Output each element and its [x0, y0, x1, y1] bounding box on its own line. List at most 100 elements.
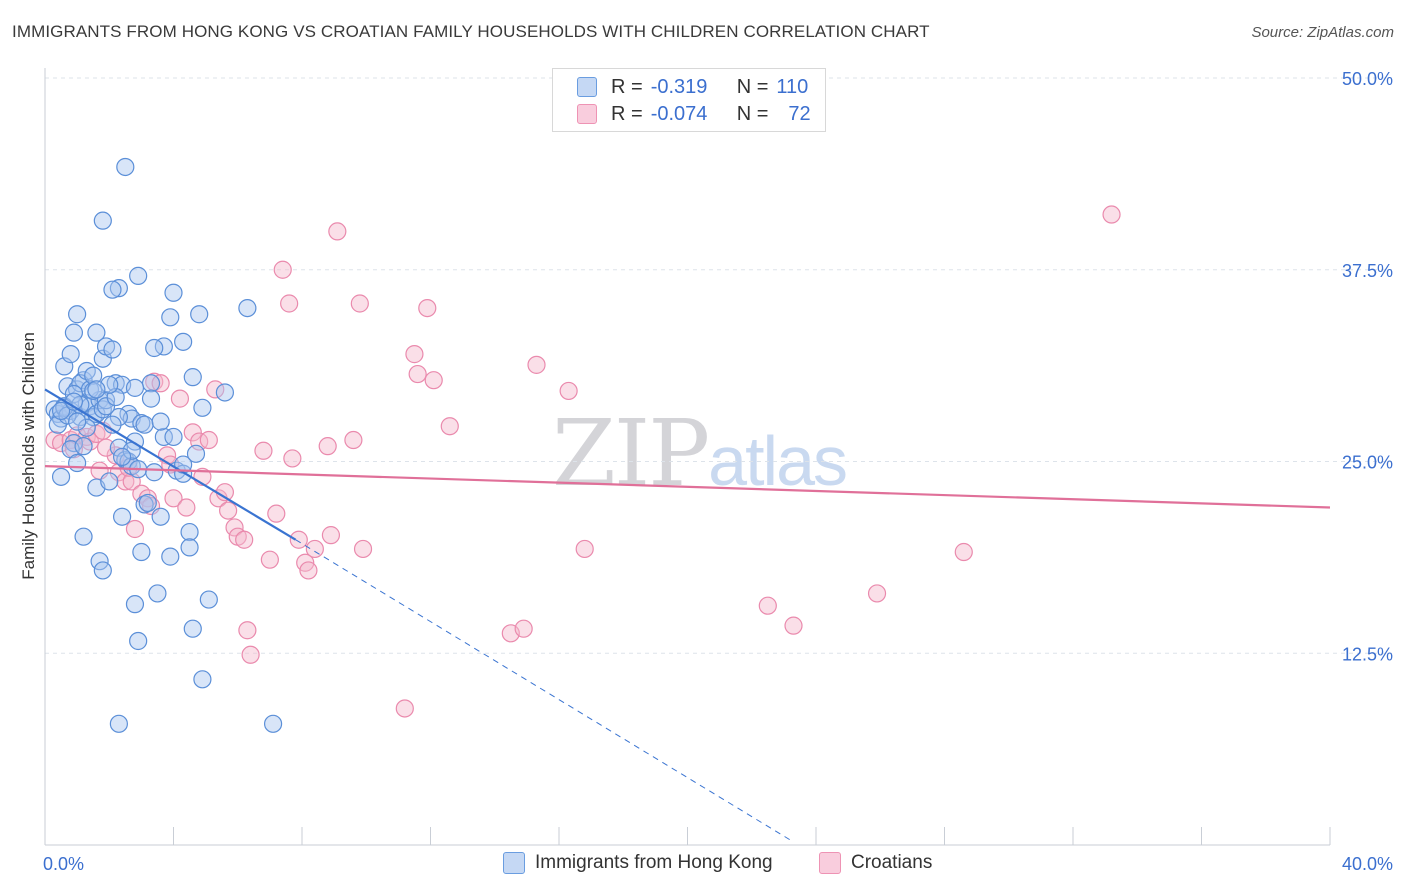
hong-kong-point: [109, 279, 128, 298]
legend-row-croatians: R = -0.074 N = 72: [577, 101, 811, 127]
hong-kong-point: [148, 584, 167, 603]
croatian-point: [125, 519, 145, 539]
croatian-point: [177, 498, 196, 517]
hong-kong-point: [180, 522, 199, 542]
hong-kong-point: [161, 308, 180, 327]
croatian-point: [321, 526, 341, 545]
correlation-legend: R = -0.319 N = 110 R = -0.074 N = 72: [552, 68, 826, 132]
hong-kong-point: [161, 547, 180, 566]
hong-kong-point: [193, 670, 212, 689]
hong-kong-point: [129, 266, 148, 285]
croatian-point: [305, 539, 324, 559]
legend-item-croatians: Croatians: [819, 852, 932, 874]
croatian-point: [273, 260, 292, 279]
croatian-point: [408, 364, 427, 384]
croatian-point: [575, 539, 594, 559]
y-tick-label: 12.5%: [1342, 644, 1393, 664]
croatian-point: [418, 299, 437, 318]
watermark-zip: ZIP: [552, 400, 710, 507]
hong-kong-point: [141, 374, 161, 393]
hong-kong-point: [87, 323, 106, 342]
hong-kong-point: [64, 384, 84, 404]
y-tick-label: 50.0%: [1342, 69, 1393, 89]
hong-kong-point: [263, 714, 283, 733]
croatian-point: [954, 542, 973, 562]
hong-kong-point: [138, 493, 157, 513]
y-tick-label: 25.0%: [1342, 453, 1393, 473]
hong-kong-point: [180, 538, 199, 557]
y-tick-label: 37.5%: [1342, 261, 1393, 281]
y-axis-label: Family Households with Children: [19, 332, 38, 580]
croatian-point: [267, 504, 286, 523]
hong-kong-point: [74, 437, 93, 456]
legend-row-hong-kong: R = -0.319 N = 110: [577, 74, 808, 100]
r-value: -0.319: [650, 75, 708, 98]
croatian-point: [395, 699, 414, 718]
hong-kong-point: [112, 447, 132, 466]
croatian-point: [559, 381, 578, 401]
hong-kong-point: [151, 412, 170, 431]
n-label: N =: [736, 102, 769, 125]
croatian-point: [289, 530, 308, 549]
hong-kong-point: [77, 418, 96, 437]
n-value: 72: [788, 102, 811, 125]
croatian-point: [353, 539, 373, 559]
hong-kong-point: [84, 366, 103, 385]
trend-lines: [44, 388, 1331, 843]
hong-kong-point: [125, 595, 145, 614]
hong-kong-point: [103, 280, 122, 299]
hong-kong-point: [87, 380, 106, 399]
croatian-point: [280, 294, 299, 313]
croatian-point: [758, 596, 777, 615]
croatian-point: [260, 550, 279, 569]
n-value: 110: [776, 75, 809, 98]
hong-kong-point: [109, 714, 128, 733]
hong-kong-point: [193, 398, 212, 417]
hong-kong-point: [93, 561, 112, 580]
croatian-point: [318, 437, 337, 456]
hong-kong-point: [68, 412, 87, 431]
croatian-point: [350, 294, 369, 313]
croatian-point: [241, 645, 260, 664]
hong-kong-point: [215, 383, 234, 402]
hong-kong-point: [96, 397, 116, 416]
hong-kong-point: [48, 415, 67, 434]
gridlines: [45, 77, 1392, 654]
croatian-point: [183, 423, 202, 442]
hong-kong-point: [183, 619, 202, 638]
hong-kong-point: [186, 444, 206, 463]
legend-item-hong-kong: Immigrants from Hong Kong: [503, 852, 773, 874]
hong-kong-point: [129, 631, 148, 651]
hong-kong-point: [190, 305, 209, 324]
hong-kong-point: [51, 401, 71, 420]
hong-kong-point: [68, 453, 87, 473]
pink-swatch-icon: [577, 104, 597, 124]
hong-kong-point: [116, 157, 135, 177]
hong-kong-point: [68, 305, 87, 324]
hong-kong-point: [154, 427, 173, 447]
croatian-point: [867, 584, 887, 603]
croatian-point: [219, 501, 238, 520]
croatian-point: [514, 619, 533, 638]
hong-kong-point: [151, 507, 170, 526]
croatian-point: [405, 345, 424, 364]
croatian-point: [116, 472, 135, 491]
croatian-point: [283, 449, 302, 468]
hong-kong-point: [100, 472, 119, 491]
hong-kong-trend-extension: [295, 539, 794, 843]
croatian-point: [424, 371, 443, 390]
croatian-point: [132, 484, 151, 503]
croatian-point: [440, 417, 459, 436]
x-tick-label-min: 0.0%: [43, 854, 84, 874]
hong-kong-point: [183, 368, 202, 387]
croatian-point: [199, 430, 218, 450]
hong-kong-point: [74, 527, 93, 546]
chart-title: IMMIGRANTS FROM HONG KONG VS CROATIAN FA…: [12, 22, 930, 41]
croatian-trend-line: [44, 465, 1331, 509]
hong-kong-point: [135, 415, 154, 434]
hong-kong-point: [125, 378, 145, 397]
hong-kong-point: [112, 507, 132, 526]
pink-swatch-icon: [819, 852, 841, 874]
x-tick-label-max: 40.0%: [1342, 854, 1393, 874]
